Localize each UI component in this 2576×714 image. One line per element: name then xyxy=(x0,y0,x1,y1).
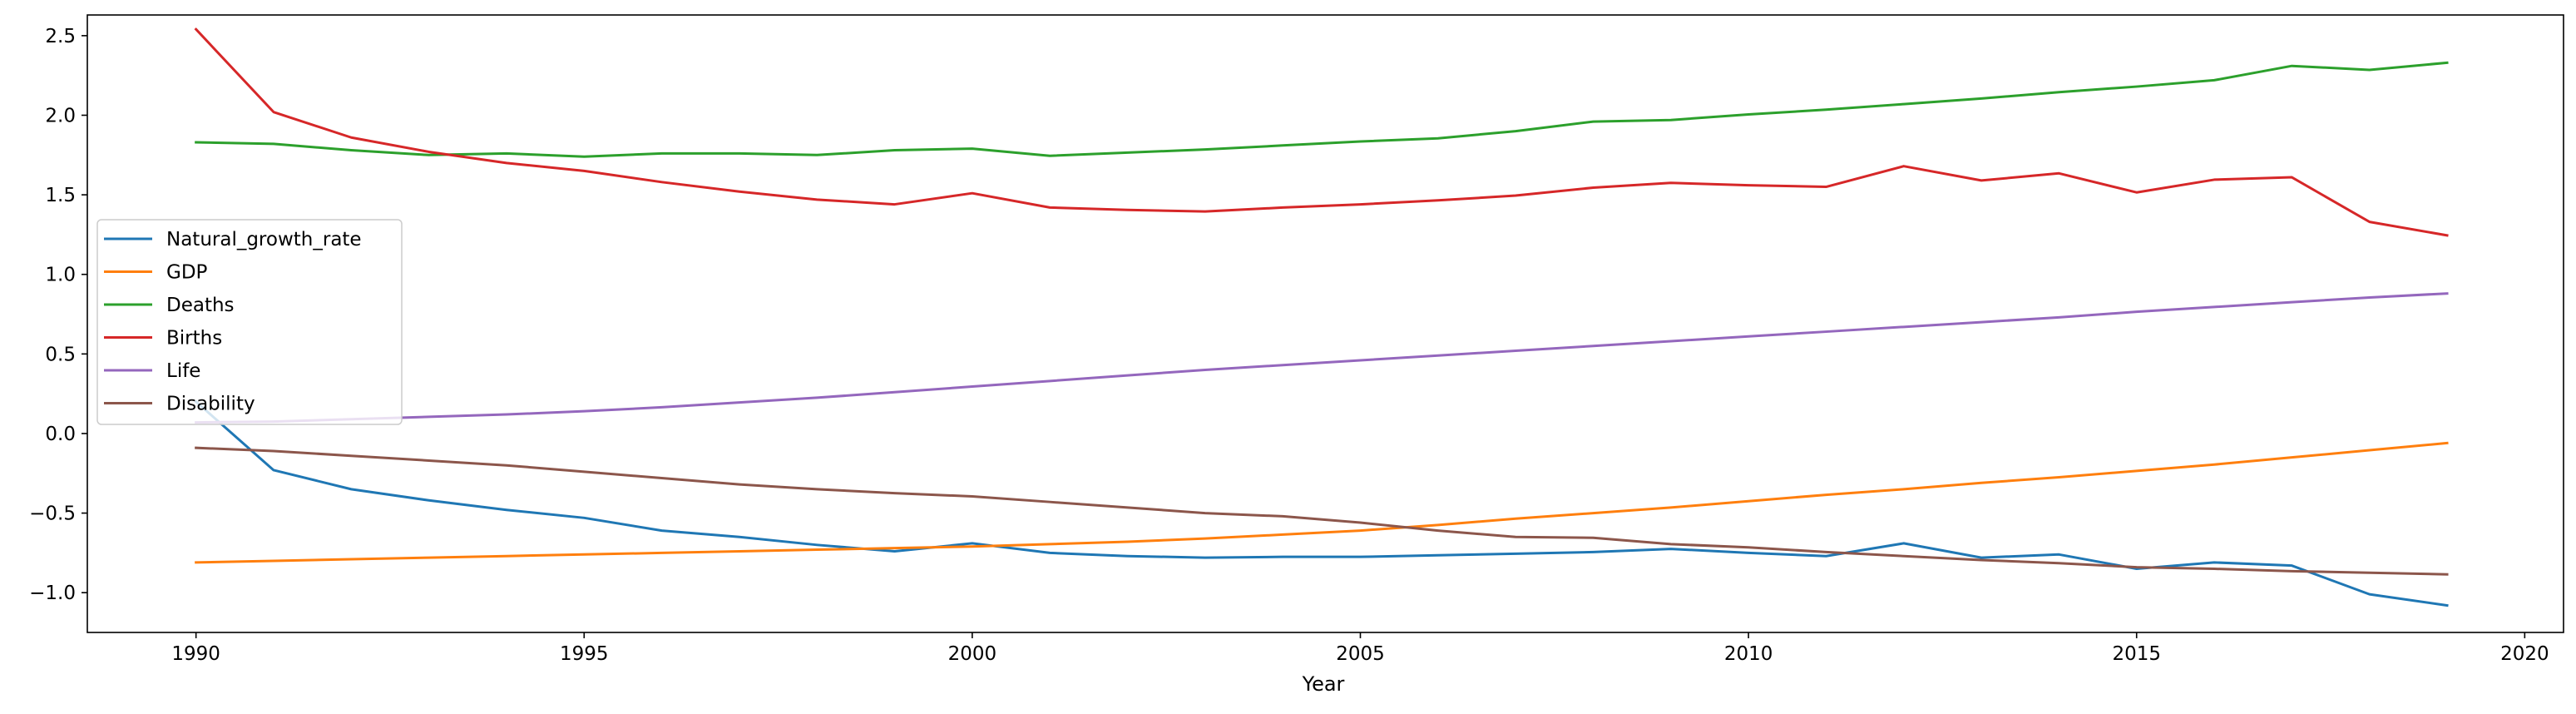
series-lines xyxy=(194,27,2449,607)
y-tick-label: −1.0 xyxy=(29,583,76,604)
legend-label-4: Life xyxy=(166,360,200,382)
plot-frame xyxy=(87,14,2564,633)
y-tick-label: −0.5 xyxy=(29,503,76,525)
x-tick-label: 2005 xyxy=(1336,643,1385,665)
x-tick-label: 1990 xyxy=(171,643,220,665)
series-line-0 xyxy=(194,399,2449,607)
y-axis: −1.0 −0.5 0.0 0.5 1.0 1.5 2.0 2.5 xyxy=(29,26,87,604)
series-line-1 xyxy=(195,441,2449,564)
series-line-2 xyxy=(195,61,2449,158)
series-line-5 xyxy=(195,446,2449,576)
series-line-3 xyxy=(194,27,2449,237)
x-tick-label: 2010 xyxy=(1724,643,1773,665)
y-tick-label: 0.5 xyxy=(45,344,76,365)
plot-background xyxy=(87,15,2564,632)
x-axis: 1990 1995 2000 2005 2010 2015 2020 xyxy=(171,632,2549,665)
legend-label-3: Births xyxy=(166,328,222,350)
x-tick-label: 2000 xyxy=(948,643,997,665)
x-axis-title: Year xyxy=(1302,672,1345,696)
legend-box xyxy=(96,219,403,425)
x-tick-label: 1995 xyxy=(560,643,609,665)
y-tick-label: 1.5 xyxy=(45,185,76,206)
y-tick-label: 0.0 xyxy=(45,424,76,445)
legend-label-0: Natural_growth_rate xyxy=(166,229,362,250)
series-line-4 xyxy=(195,292,2449,424)
legend-label-2: Deaths xyxy=(166,295,235,316)
legend-label-5: Disability xyxy=(166,394,255,415)
y-tick-label: 2.5 xyxy=(45,26,76,47)
legend-label-1: GDP xyxy=(166,262,208,284)
legend: Natural_growth_rate GDP Deaths Births Life Di… xyxy=(96,219,403,425)
x-tick-label: 2015 xyxy=(2112,643,2161,665)
y-tick-label: 1.0 xyxy=(45,265,76,286)
y-tick-label: 2.0 xyxy=(45,105,76,126)
x-tick-label: 2020 xyxy=(2500,643,2549,665)
